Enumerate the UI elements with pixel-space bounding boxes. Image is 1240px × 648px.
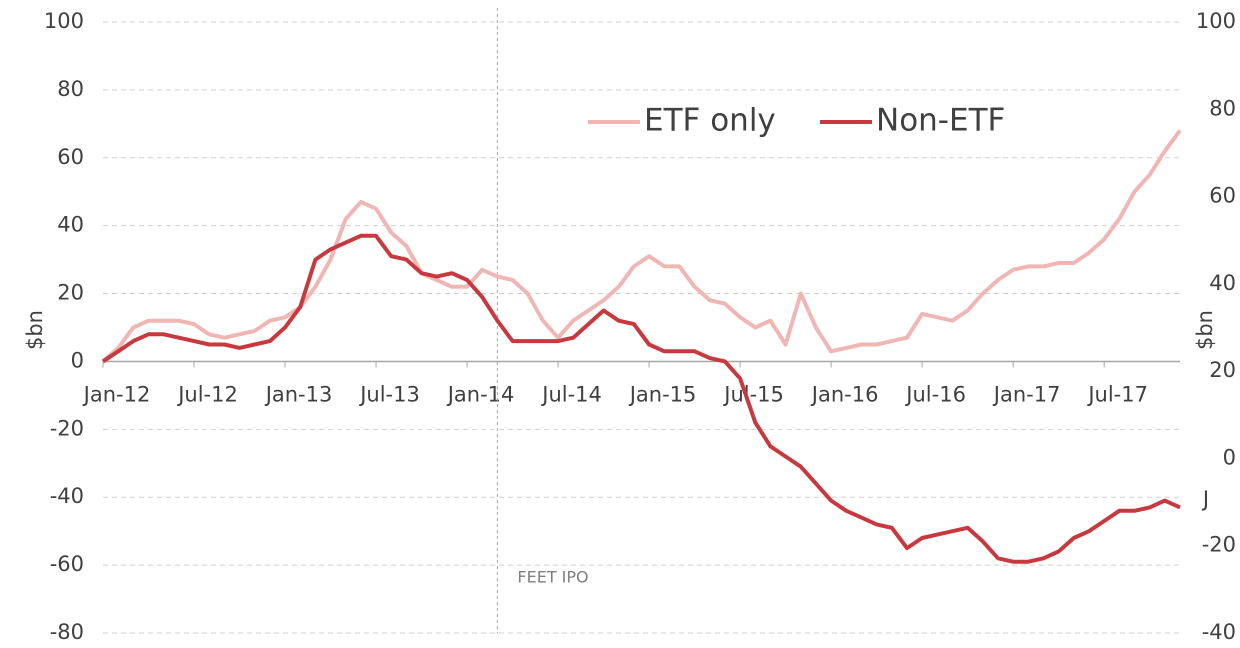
y2-tick-label: 80 <box>1209 96 1236 120</box>
x-tick-label: Jan-12 <box>82 382 151 406</box>
y-tick-label: -40 <box>50 484 84 508</box>
y-tick-label: 20 <box>57 281 84 305</box>
y-tick-label: -80 <box>50 620 84 644</box>
x-tick-label: Jan-14 <box>446 382 515 406</box>
x-tick-label: Jul-15 <box>722 382 784 406</box>
y-tick-label: 0 <box>71 348 84 372</box>
legend-label: ETF only <box>644 103 776 139</box>
x-tick-label: Jul-17 <box>1086 382 1148 406</box>
x-tick-label: Jan-17 <box>992 382 1061 406</box>
y-tick-label: -60 <box>50 552 84 576</box>
y-tick-label: 80 <box>57 77 84 101</box>
x-tick-label: Jan-13 <box>264 382 333 406</box>
x-tick-label: Jul-12 <box>176 382 238 406</box>
x-tick-label: Jan-15 <box>628 382 697 406</box>
y2-tick-label: 20 <box>1209 358 1236 382</box>
x-tick-label: Jan-16 <box>810 382 879 406</box>
y-tick-label: 60 <box>57 145 84 169</box>
y2-tick-label: 60 <box>1209 184 1236 208</box>
y2-tick-label: 40 <box>1209 271 1236 295</box>
y2-tick-label: 100 <box>1196 9 1236 33</box>
y2-tick-label: 0 <box>1223 445 1236 469</box>
y2-axis-label: $bn <box>1193 310 1217 350</box>
annotation: J <box>1201 487 1209 511</box>
y2-tick-label: -20 <box>1202 533 1236 557</box>
event-label: FEET IPO <box>517 568 588 587</box>
line-series <box>101 129 1182 363</box>
x-tick-label: Jul-16 <box>904 382 966 406</box>
y-tick-label: -20 <box>50 416 84 440</box>
x-tick-label: Jul-13 <box>358 382 420 406</box>
line-series <box>101 233 1181 564</box>
y-tick-label: 40 <box>57 213 84 237</box>
x-tick-label: Jul-14 <box>540 382 602 406</box>
y-axis-label: $bn <box>23 310 47 350</box>
y-tick-label: 100 <box>44 9 84 33</box>
legend-label: Non-ETF <box>876 103 1005 139</box>
y2-tick-label: -40 <box>1202 620 1236 644</box>
